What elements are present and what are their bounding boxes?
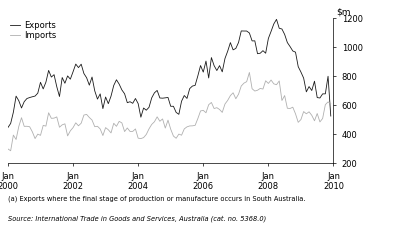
Exports [6,126,10,129]
Exports [228,41,233,44]
Text: $m: $m [337,8,351,17]
Line: Imports: Imports [8,72,331,151]
Imports [323,103,328,106]
Exports [185,97,189,100]
Imports [76,124,81,127]
Text: (a) Exports where the final stage of production or manufacture occurs in South A: (a) Exports where the final stage of pro… [8,195,305,202]
Exports [328,115,333,117]
Exports [320,93,325,95]
Imports [266,82,271,85]
Imports [328,102,333,105]
Legend: Exports, Imports: Exports, Imports [10,20,57,41]
Exports [274,18,279,21]
Imports [8,149,13,152]
Text: Source: International Trade in Goods and Services, Australia (cat. no. 5368.0): Source: International Trade in Goods and… [8,216,266,222]
Exports [93,89,97,92]
Imports [95,125,100,128]
Exports [260,49,265,52]
Imports [6,148,10,150]
Imports [187,125,192,127]
Line: Exports: Exports [8,19,331,128]
Imports [247,71,252,74]
Exports [73,63,78,65]
Imports [231,91,235,94]
